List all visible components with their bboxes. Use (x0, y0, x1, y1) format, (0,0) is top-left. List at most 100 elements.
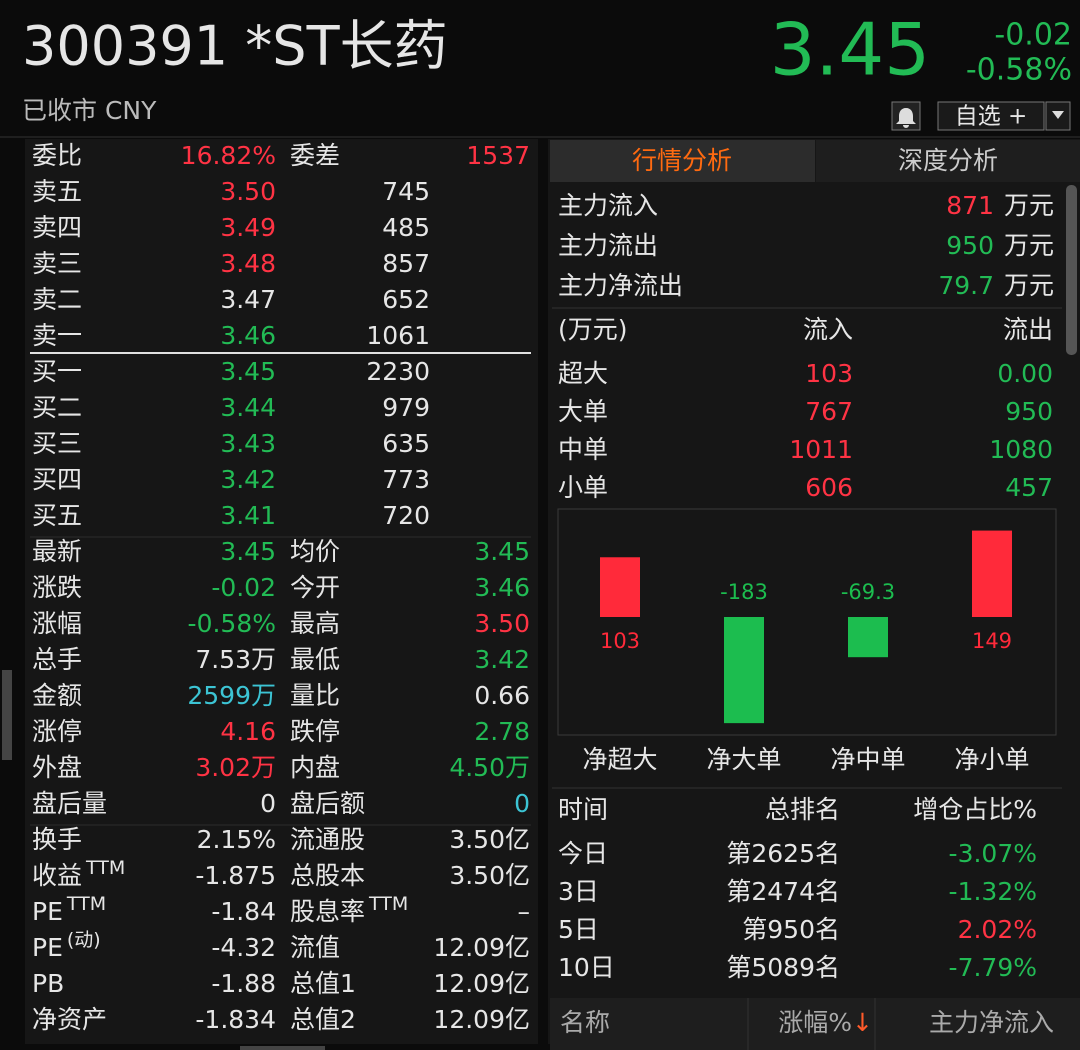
tab-label: 深度分析 (898, 146, 998, 175)
flow-label: 主力流出 (558, 231, 658, 260)
flow-table-cell: 大单 (558, 397, 608, 426)
flow-bar-label: 103 (600, 629, 640, 653)
scrollbar[interactable] (1066, 185, 1077, 355)
quote-label: 总值1 (290, 969, 356, 998)
quote-label: 委差 (290, 141, 340, 170)
quote-value: 3.50 (474, 609, 530, 638)
order-label: 买五 (32, 501, 82, 530)
quote-label: 流值 (290, 933, 340, 962)
quote-label: 今开 (290, 573, 340, 602)
list-column: 名称 (560, 1008, 610, 1037)
ranking-rank: 第2474名 (726, 877, 840, 906)
quote-label: 最新 (32, 537, 82, 566)
flow-value: 950 (946, 231, 994, 260)
ranking-header: 时间 (558, 795, 608, 824)
order-volume: 773 (382, 465, 430, 494)
flow-value: 79.7 (938, 271, 994, 300)
ranking-ratio: -3.07% (949, 839, 1037, 868)
flow-category: 净中单 (830, 745, 905, 774)
flow-label: 主力净流出 (558, 271, 683, 300)
order-volume: 1061 (366, 321, 430, 350)
quote-value: 3.45 (474, 537, 530, 566)
flow-unit: 万元 (1004, 191, 1054, 220)
flow-label: 主力流入 (558, 191, 658, 220)
flow-bar (848, 617, 888, 658)
quote-value: 12.09亿 (433, 1005, 530, 1034)
quote-value: 4.16 (220, 717, 276, 746)
flow-bar-label: 149 (972, 629, 1012, 653)
quote-label: 涨幅 (32, 609, 82, 638)
quote-label: 换手 (32, 825, 82, 854)
quote-value: 2.78 (474, 717, 530, 746)
quote-label: 涨停 (32, 717, 82, 746)
left-panel (25, 139, 538, 1044)
quote-label: 总手 (32, 645, 82, 674)
quote-label: 盘后额 (290, 789, 365, 818)
flow-bar-label: -69.3 (841, 580, 895, 604)
flow-table-header: 流入 (803, 315, 853, 344)
quote-value: 3.42 (474, 645, 530, 674)
ranking-ratio: -1.32% (949, 877, 1037, 906)
quote-label: 涨幅 (32, 609, 82, 638)
quote-label: 金额 (32, 681, 82, 710)
ranking-period: 5日 (558, 915, 599, 944)
quote-label: 最高 (290, 609, 340, 638)
quote-value: -1.88 (211, 969, 276, 998)
flow-table-header: 流出 (1003, 315, 1053, 344)
tab[interactable] (550, 140, 815, 182)
list-column: 主力净流入 (929, 1008, 1054, 1037)
ranking-rank: 第950名 (742, 915, 840, 944)
quote-label: 股息率 TTM (290, 893, 408, 927)
quote-label: 盘后量 (32, 789, 107, 818)
quote-label: 总股本 (290, 861, 365, 890)
flow-bar-label: -183 (720, 580, 768, 604)
quote-label: 涨跌 (32, 573, 82, 602)
quote-value: 2.15% (197, 825, 276, 854)
quote-label: 内盘 (290, 753, 340, 782)
quote-label: 净资产 (32, 1005, 107, 1034)
quote-label: 总值2 (290, 1005, 356, 1034)
order-price: 3.42 (220, 465, 276, 494)
flow-table-cell: 950 (1005, 397, 1053, 426)
side-handle[interactable] (2, 670, 12, 760)
quote-label: 外盘 (32, 753, 82, 782)
quote-label: PE (32, 933, 63, 962)
stock-title: 300391 *ST长药 (22, 15, 448, 78)
list-column: 涨幅% (778, 1008, 852, 1037)
order-label: 卖三 (32, 249, 82, 278)
quote-value: -0.58% (188, 609, 276, 638)
order-price: 3.49 (220, 213, 276, 242)
order-label: 卖五 (32, 177, 82, 206)
flow-value: 871 (946, 191, 994, 220)
order-price: 3.47 (220, 285, 276, 314)
quote-label: 委差 (290, 141, 340, 170)
list-header-bar (550, 998, 1080, 1050)
quote-value: 3.45 (220, 537, 276, 566)
quote-label: 净资产 (32, 1005, 107, 1034)
quote-value: 7.53万 (195, 645, 276, 674)
quote-label: 委比 (32, 141, 82, 170)
quote-label-sup: TTM (66, 893, 106, 915)
tab[interactable] (816, 140, 1080, 182)
order-label: 买三 (32, 429, 82, 458)
order-volume: 635 (382, 429, 430, 458)
quote-label: 总值1 (290, 969, 356, 998)
order-price: 3.48 (220, 249, 276, 278)
order-volume: 857 (382, 249, 430, 278)
quote-label: 均价 (290, 537, 340, 566)
quote-label: 收益 (32, 861, 82, 890)
order-price: 3.44 (220, 393, 276, 422)
quote-value: 4.50万 (449, 753, 530, 782)
quote-value: 3.02万 (195, 753, 276, 782)
quote-value: 2599万 (187, 681, 276, 710)
watch-button[interactable] (937, 101, 1045, 131)
order-label: 买四 (32, 465, 82, 494)
flow-category: 净超大 (582, 745, 657, 774)
ranking-period: 10日 (558, 953, 615, 982)
ranking-rank: 第2625名 (726, 839, 840, 868)
scroll-handle[interactable] (240, 1046, 325, 1050)
quote-value: 12.09亿 (433, 933, 530, 962)
quote-label: PB (32, 969, 64, 998)
